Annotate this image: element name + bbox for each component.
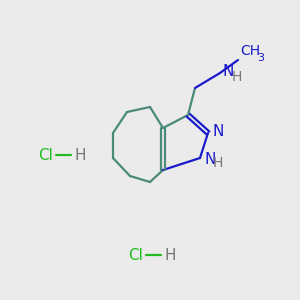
Text: N: N [223, 64, 234, 80]
Text: Cl: Cl [128, 248, 143, 262]
Text: N: N [204, 152, 215, 167]
Text: N: N [212, 124, 224, 140]
Text: 3: 3 [257, 53, 264, 63]
Text: H: H [74, 148, 85, 163]
Text: CH: CH [240, 44, 260, 58]
Text: Cl: Cl [38, 148, 53, 163]
Text: H: H [164, 248, 176, 262]
Text: H: H [213, 156, 224, 170]
Text: H: H [232, 70, 242, 84]
